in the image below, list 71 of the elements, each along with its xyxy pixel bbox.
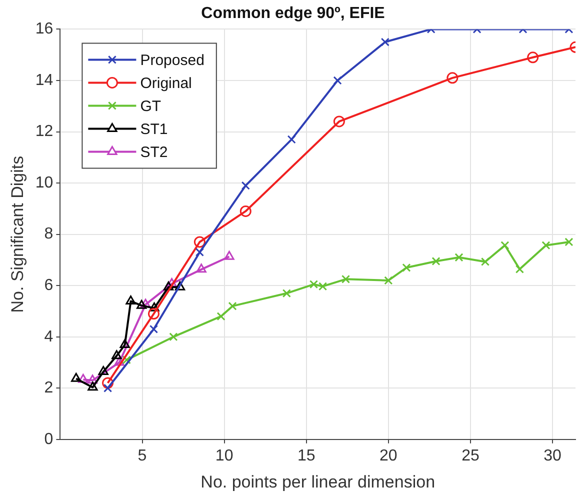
point xyxy=(216,312,226,321)
point xyxy=(149,302,160,312)
point xyxy=(194,236,206,248)
point xyxy=(282,288,291,298)
y-tick-label: 0 xyxy=(44,430,54,448)
point xyxy=(87,374,98,384)
x-tick-label: 20 xyxy=(380,447,398,464)
y-axis-title: No. Significant Digits xyxy=(8,156,27,313)
y-tick-label: 4 xyxy=(44,328,54,346)
x-tick-label: 5 xyxy=(138,447,147,464)
point xyxy=(104,384,112,392)
point xyxy=(224,250,234,260)
point xyxy=(88,382,98,391)
point xyxy=(71,372,82,382)
point xyxy=(174,281,186,290)
point xyxy=(432,256,440,266)
point xyxy=(112,350,122,360)
y-tick-label: 8 xyxy=(44,226,54,243)
point xyxy=(163,281,174,290)
point xyxy=(148,308,160,320)
point xyxy=(166,278,177,288)
point xyxy=(480,257,490,266)
point xyxy=(228,302,237,310)
legend-label: GT xyxy=(140,98,162,115)
legend-label: ST1 xyxy=(140,120,168,138)
point xyxy=(114,356,124,366)
y-tick-label: 2 xyxy=(44,380,54,397)
point xyxy=(515,264,524,274)
point xyxy=(500,241,510,250)
legend-label: Original xyxy=(140,74,192,92)
point xyxy=(240,205,252,217)
point xyxy=(333,76,342,85)
point xyxy=(384,276,393,285)
point xyxy=(169,332,178,342)
legend-label: Proposed xyxy=(140,52,204,69)
legend-label: ST2 xyxy=(140,144,168,161)
point xyxy=(241,181,250,190)
point xyxy=(120,339,130,348)
point xyxy=(333,116,345,128)
y-tick-label: 12 xyxy=(35,123,54,140)
point xyxy=(149,324,158,334)
x-tick-label: 15 xyxy=(297,447,316,464)
point xyxy=(318,282,328,291)
point xyxy=(122,356,131,364)
point xyxy=(341,274,350,284)
point xyxy=(102,377,114,389)
point xyxy=(402,263,411,272)
point xyxy=(196,264,206,273)
point xyxy=(309,280,318,289)
x-tick-label: 25 xyxy=(462,447,480,464)
y-tick-label: 16 xyxy=(35,20,54,38)
point xyxy=(527,52,539,64)
point xyxy=(136,300,147,309)
point xyxy=(98,366,108,375)
point xyxy=(195,248,204,257)
point xyxy=(542,241,550,250)
point xyxy=(140,298,151,308)
x-tick-label: 10 xyxy=(215,447,234,464)
point xyxy=(287,135,296,144)
y-tick-label: 6 xyxy=(44,276,54,294)
point xyxy=(564,238,574,246)
point xyxy=(446,72,458,84)
chart-title: Common edge 90º, EFIE xyxy=(201,5,386,22)
point xyxy=(454,253,464,262)
y-tick-label: 14 xyxy=(35,72,54,89)
x-tick-label: 30 xyxy=(544,447,562,464)
point xyxy=(78,374,88,383)
point xyxy=(126,295,136,304)
point xyxy=(380,38,390,46)
x-axis-title: No. points per linear dimension xyxy=(200,472,436,492)
y-tick-label: 10 xyxy=(35,174,54,192)
